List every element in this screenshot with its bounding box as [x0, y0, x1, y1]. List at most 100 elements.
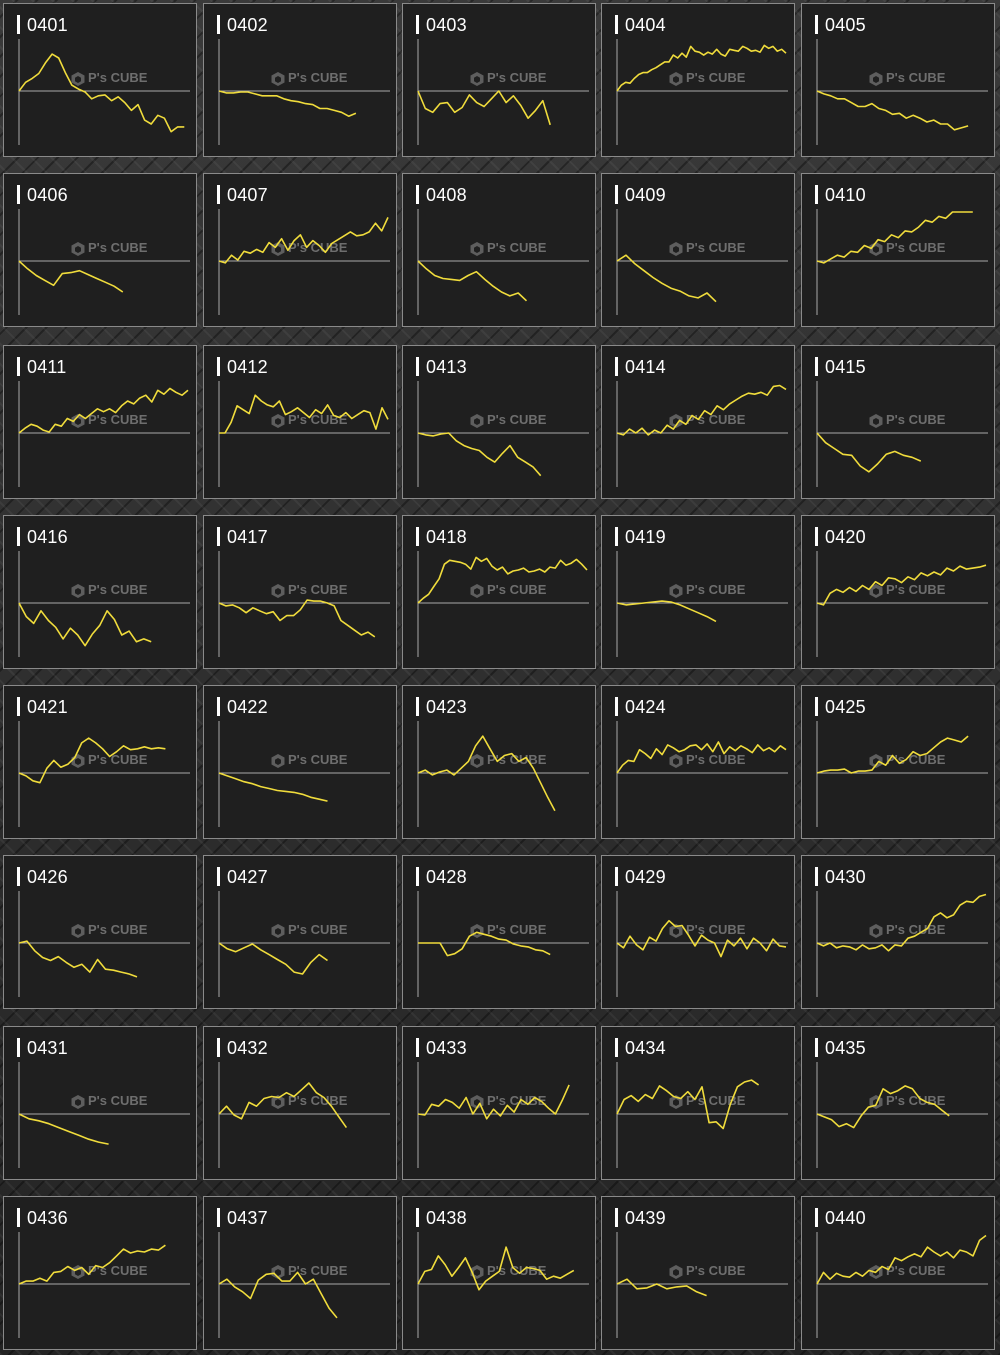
chart-label: 0406 — [27, 185, 68, 205]
line-chart — [218, 39, 390, 145]
line-chart — [218, 1232, 390, 1338]
chart-label: 0404 — [625, 15, 666, 35]
chart-panel: 0409 P's CUBE — [601, 173, 795, 327]
line-chart — [18, 209, 190, 315]
line-chart — [218, 891, 390, 997]
label-bar — [217, 185, 220, 204]
label-bar — [815, 1208, 818, 1227]
series-line — [418, 931, 551, 957]
chart-label: 0411 — [27, 357, 67, 377]
chart-panel: 0431 P's CUBE — [3, 1026, 197, 1180]
chart-label: 0412 — [227, 357, 268, 377]
line-chart — [417, 1232, 589, 1338]
chart-label: 0407 — [227, 185, 268, 205]
chart-panel: 0430 P's CUBE — [801, 855, 995, 1009]
chart-panel: 0432 P's CUBE — [203, 1026, 397, 1180]
line-chart — [616, 1232, 788, 1338]
chart-label: 0426 — [27, 867, 68, 887]
chart-panel: 0435 P's CUBE — [801, 1026, 995, 1180]
line-chart — [218, 381, 390, 487]
line-chart — [616, 551, 788, 657]
chart-label: 0414 — [625, 357, 666, 377]
series-line — [816, 893, 987, 952]
series-line — [218, 942, 328, 975]
line-chart — [18, 891, 190, 997]
chart-label: 0413 — [426, 357, 467, 377]
chart-panel: 0437 P's CUBE — [203, 1196, 397, 1350]
label-bar — [615, 357, 618, 376]
chart-label: 0401 — [27, 15, 68, 35]
label-bar — [416, 357, 419, 376]
line-chart — [816, 1232, 988, 1338]
chart-label: 0422 — [227, 697, 268, 717]
series-line — [18, 940, 138, 978]
chart-panel: 0429 P's CUBE — [601, 855, 795, 1009]
chart-panel: 0423 P's CUBE — [402, 685, 596, 839]
chart-label: 0410 — [825, 185, 866, 205]
line-chart — [417, 891, 589, 997]
chart-panel: 0428 P's CUBE — [402, 855, 596, 1009]
label-bar — [217, 1038, 220, 1057]
chart-label: 0427 — [227, 867, 268, 887]
line-chart — [417, 209, 589, 315]
line-chart — [417, 721, 589, 827]
label-bar — [416, 15, 419, 34]
series-line — [218, 217, 389, 264]
series-line — [616, 384, 787, 436]
series-line — [417, 90, 551, 126]
line-chart — [616, 891, 788, 997]
chart-label: 0425 — [825, 697, 866, 717]
label-bar — [615, 1208, 618, 1227]
series-line — [18, 1244, 166, 1285]
series-line — [218, 599, 376, 638]
chart-panel: 0414 P's CUBE — [601, 345, 795, 499]
chart-label: 0431 — [27, 1038, 68, 1058]
chart-label: 0432 — [227, 1038, 268, 1058]
chart-label: 0438 — [426, 1208, 467, 1228]
chart-panel: 0427 P's CUBE — [203, 855, 397, 1009]
label-bar — [17, 185, 20, 204]
label-bar — [615, 697, 618, 716]
chart-label: 0416 — [27, 527, 68, 547]
chart-panel: 0439 P's CUBE — [601, 1196, 795, 1350]
series-line — [18, 602, 152, 647]
label-bar — [217, 15, 220, 34]
chart-panel: 0403 P's CUBE — [402, 3, 596, 157]
line-chart — [816, 39, 988, 145]
chart-panel: 0407 P's CUBE — [203, 173, 397, 327]
label-bar — [416, 867, 419, 886]
line-chart — [616, 39, 788, 145]
series-line — [616, 600, 717, 623]
series-line — [218, 1271, 338, 1319]
label-bar — [217, 527, 220, 546]
label-bar — [615, 867, 618, 886]
label-bar — [615, 185, 618, 204]
series-line — [417, 260, 528, 302]
chart-label: 0430 — [825, 867, 866, 887]
series-line — [616, 919, 787, 958]
series-line — [18, 387, 189, 434]
chart-label: 0402 — [227, 15, 268, 35]
label-bar — [815, 697, 818, 716]
chart-label: 0420 — [825, 527, 866, 547]
chart-panel: 0422 P's CUBE — [203, 685, 397, 839]
chart-panel: 0426 P's CUBE — [3, 855, 197, 1009]
line-chart — [218, 209, 390, 315]
chart-panel: 0425 P's CUBE — [801, 685, 995, 839]
chart-label: 0434 — [625, 1038, 666, 1058]
series-line — [417, 556, 588, 604]
series-line — [816, 564, 987, 606]
series-line — [218, 1082, 348, 1129]
label-bar — [615, 1038, 618, 1057]
series-line — [616, 1079, 760, 1130]
chart-panel: 0404 P's CUBE — [601, 3, 795, 157]
series-line — [816, 1234, 987, 1285]
chart-label: 0433 — [426, 1038, 467, 1058]
line-chart — [816, 381, 988, 487]
series-line — [18, 1113, 109, 1145]
label-bar — [217, 867, 220, 886]
chart-label: 0423 — [426, 697, 467, 717]
series-line — [616, 254, 717, 303]
line-chart — [18, 39, 190, 145]
